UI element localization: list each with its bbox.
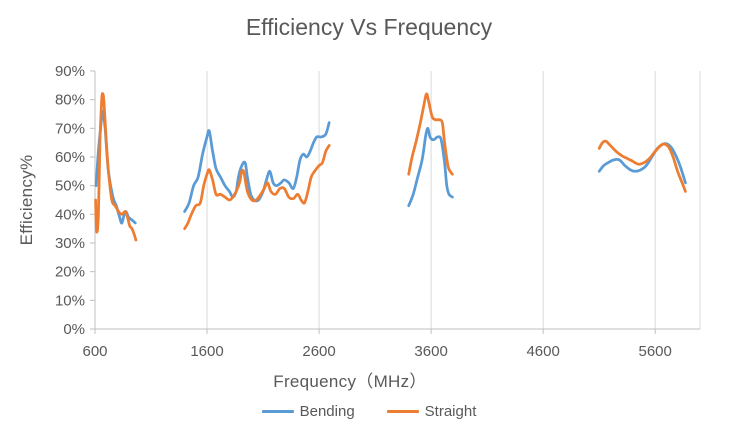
y-tick-label-2: 20%: [55, 264, 85, 281]
legend-swatch-bending: [261, 410, 294, 413]
y-axis-title: Efficiency%: [17, 154, 36, 246]
legend-label-straight: Straight: [424, 403, 477, 420]
y-tick-label-1: 10%: [55, 292, 85, 309]
x-tick-label-0: 600: [82, 343, 107, 360]
series-lines: [94, 92, 687, 242]
y-tick-label-0: 0%: [63, 321, 85, 338]
legend: Bending Straight: [0, 403, 738, 420]
tick-labels: 0% 10% 20% 30% 40% 50% 60% 70% 80% 90% 600 1600 2600…: [55, 63, 672, 360]
series-line-straight-3: [597, 139, 687, 193]
legend-label-bending: Bending: [299, 403, 355, 420]
y-tick-label-4: 40%: [55, 206, 85, 223]
y-tick-label-8: 80%: [55, 92, 85, 109]
x-tick-label-2: 2600: [302, 343, 335, 360]
x-tick-label-3: 3600: [414, 343, 447, 360]
chart-title: Efficiency Vs Frequency: [245, 14, 493, 40]
legend-swatch-straight: [386, 410, 419, 413]
y-tick-label-5: 50%: [55, 178, 85, 195]
legend-item-bending[interactable]: Bending: [261, 403, 355, 420]
series-line-straight-2: [407, 92, 454, 176]
x-tick-label-5: 5600: [638, 343, 671, 360]
x-tick-label-4: 4600: [526, 343, 559, 360]
y-tick-label-9: 90%: [55, 63, 85, 80]
series-line-straight-0: [94, 92, 138, 242]
axes: [90, 70, 700, 334]
x-axis-title: Frequency（MHz）: [273, 372, 427, 391]
y-tick-label-3: 30%: [55, 235, 85, 252]
y-tick-label-6: 60%: [55, 149, 85, 166]
series-line-straight-1: [183, 144, 331, 231]
y-tick-label-7: 70%: [55, 120, 85, 137]
x-tick-label-1: 1600: [190, 343, 223, 360]
legend-item-straight[interactable]: Straight: [386, 403, 477, 420]
series-line-bending-3: [597, 142, 687, 185]
series-line-bending-2: [407, 126, 454, 208]
grid-lines: [206, 71, 701, 329]
